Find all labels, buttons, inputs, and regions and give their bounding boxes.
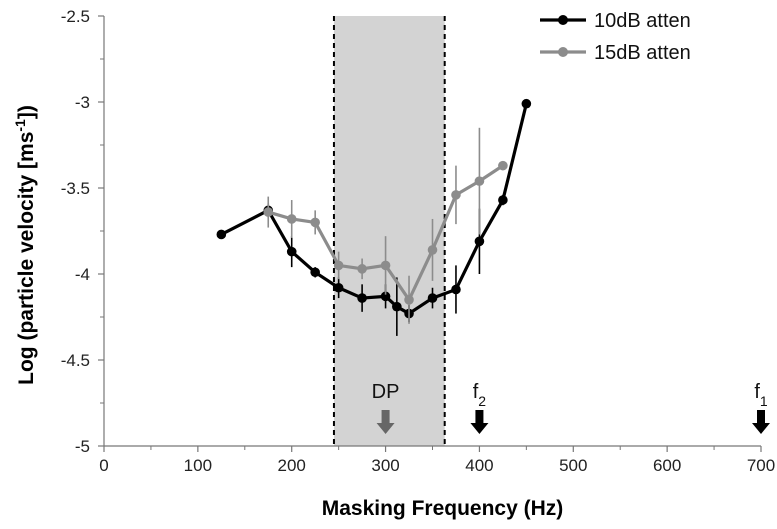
x-tick-label: 400 [465,456,493,475]
annotation-label: f2 [473,381,487,409]
data-point [451,284,461,295]
y-tick-label: -3 [75,93,90,112]
legend-item: 10dB atten [540,10,691,32]
data-point [380,260,391,271]
data-point [521,98,532,109]
data-point [333,282,344,293]
data-point [357,293,367,303]
annotation-label: f1 [754,381,768,409]
x-tick-label: 600 [653,456,681,475]
x-tick-label: 0 [99,456,108,475]
down-arrow-icon [752,410,770,434]
x-tick-label: 100 [184,456,212,475]
x-tick-label: 500 [559,456,587,475]
legend-label: 10dB atten [594,10,691,32]
y-axis-title: Log (particle velocity [ms-1]) [12,105,38,385]
data-point [392,301,402,312]
y-axis-title-superscript: -1 [12,119,28,132]
legend-marker [558,47,568,57]
data-point [333,260,344,271]
legend-item: 15dB atten [540,42,691,64]
x-tick-label: 700 [747,456,775,475]
shaded-band-layer [332,16,446,446]
data-point [474,236,485,247]
data-point [498,195,508,205]
legend-label: 15dB atten [594,42,691,64]
data-point [286,214,297,224]
data-point [286,246,297,257]
data-point [427,293,438,303]
legend-marker [558,15,568,25]
y-tick-label: -4.5 [61,351,90,370]
series-line [220,103,528,316]
annotation-label: DP [372,381,400,403]
data-point [427,245,438,255]
annotation-subscript: 2 [478,393,486,409]
data-point [263,207,274,217]
series-2 [263,127,508,324]
ticks: 0 100 200 300 400 500 600 700 -5 -4.5 -4 -3.5 -3 -2.5 [61,7,775,475]
data-point [498,160,508,171]
y-tick-label: -5 [75,437,90,456]
data-point [216,229,227,240]
y-tick-label: -4 [75,265,90,284]
series-layer [216,98,532,336]
y-tick-label: -3.5 [61,179,90,198]
x-axis-title: Masking Frequency (Hz) [322,497,564,520]
x-tick-label: 300 [371,456,399,475]
annotations: DP f2 f1 [372,381,770,434]
data-point [404,295,414,305]
down-arrow-icon [376,410,395,434]
data-point [380,291,391,302]
data-point [474,176,485,186]
down-arrow-icon [470,410,489,434]
data-point [310,217,320,228]
legend: 10dB atten 15dB atten [540,10,691,64]
y-axis-title-rest: ]) [15,105,38,119]
data-point [357,264,367,274]
data-point [310,267,320,278]
shaded-band [333,16,445,446]
x-tick-label: 200 [278,456,306,475]
data-point [451,190,461,200]
annotation-subscript: 1 [760,393,768,409]
y-tick-label: -2.5 [61,7,90,26]
